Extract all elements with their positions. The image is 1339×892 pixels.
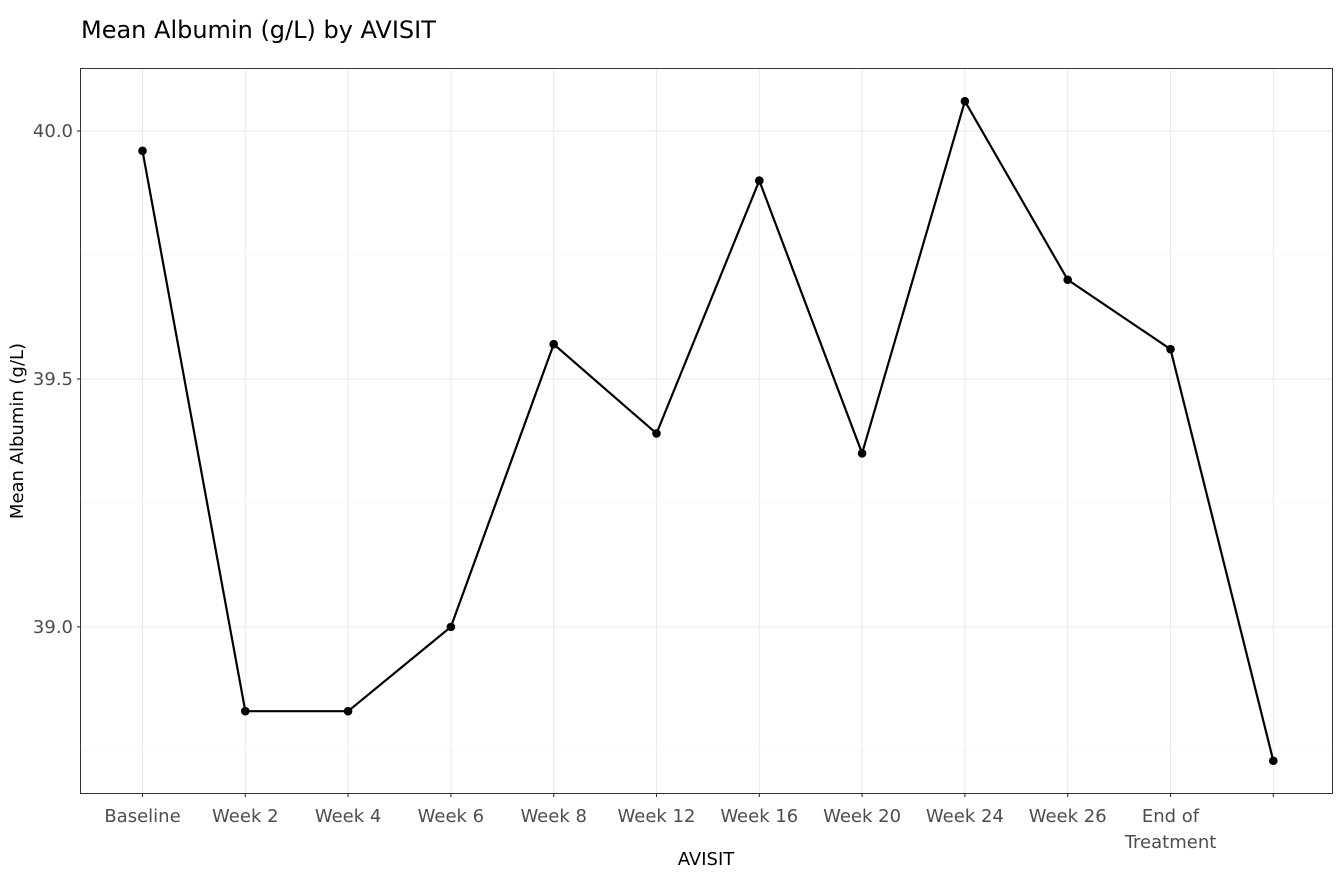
data-point (960, 96, 970, 106)
grid (81, 69, 1332, 793)
series-layer (138, 96, 1278, 766)
data-point (343, 706, 353, 716)
x-tick-label: Week 16 (720, 806, 798, 827)
data-point (652, 429, 661, 438)
y-tick-label: 39.0 (33, 617, 73, 638)
data-point (1269, 756, 1278, 766)
y-axis-title: Mean Albumin (g/L) (7, 343, 28, 519)
data-point (446, 622, 456, 632)
x-tick-label: Week 20 (823, 806, 901, 827)
data-point (857, 449, 867, 458)
data-point (138, 146, 147, 156)
x-tick-label: Week 4 (315, 806, 382, 827)
x-tick-label: Week 12 (618, 806, 696, 827)
data-point (549, 339, 558, 349)
data-point (755, 176, 764, 185)
x-tick-label: Week 8 (520, 806, 587, 827)
panel-border (80, 68, 1333, 794)
x-axis: Baseline Week 2 Week 4 Week 6 Week 8 Week 12 W… (104, 793, 1274, 853)
chart-title: Mean Albumin (g/L) by AVISIT (81, 16, 436, 44)
series-line (141, 100, 1275, 762)
x-tick-label: Baseline (104, 806, 180, 827)
x-tick-label: Week 6 (418, 806, 485, 827)
x-tick-label: Week 24 (926, 806, 1004, 827)
data-point (241, 706, 250, 716)
x-tick-label: End of Treatment (1124, 806, 1217, 853)
x-tick-label: Week 26 (1029, 806, 1107, 827)
y-tick-label: 39.5 (33, 369, 73, 390)
y-axis: 39.0 39.5 40.0 (33, 121, 81, 638)
data-point (1166, 344, 1175, 354)
x-tick-label: Week 2 (212, 806, 279, 827)
x-axis-title: AVISIT (678, 849, 736, 870)
y-tick-label: 40.0 (33, 121, 73, 142)
data-point (1063, 275, 1072, 285)
